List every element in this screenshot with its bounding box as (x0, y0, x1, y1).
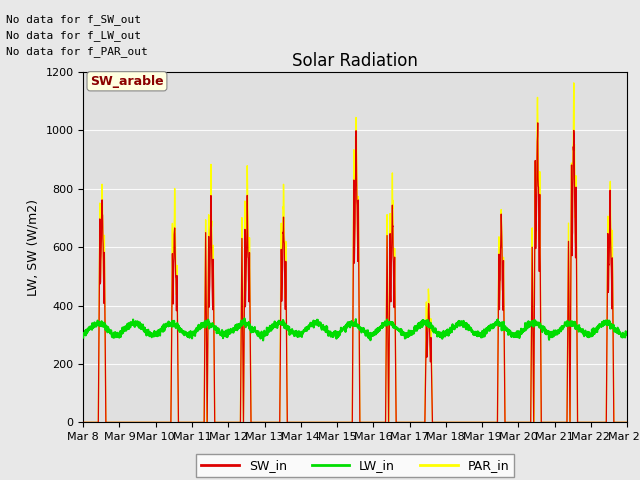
Y-axis label: LW, SW (W/m2): LW, SW (W/m2) (27, 199, 40, 296)
Text: No data for f_LW_out: No data for f_LW_out (6, 30, 141, 41)
Text: No data for f_SW_out: No data for f_SW_out (6, 14, 141, 25)
Text: No data for f_PAR_out: No data for f_PAR_out (6, 46, 148, 57)
Legend: SW_in, LW_in, PAR_in: SW_in, LW_in, PAR_in (196, 455, 514, 478)
Title: Solar Radiation: Solar Radiation (292, 52, 418, 71)
Text: SW_arable: SW_arable (90, 75, 164, 88)
